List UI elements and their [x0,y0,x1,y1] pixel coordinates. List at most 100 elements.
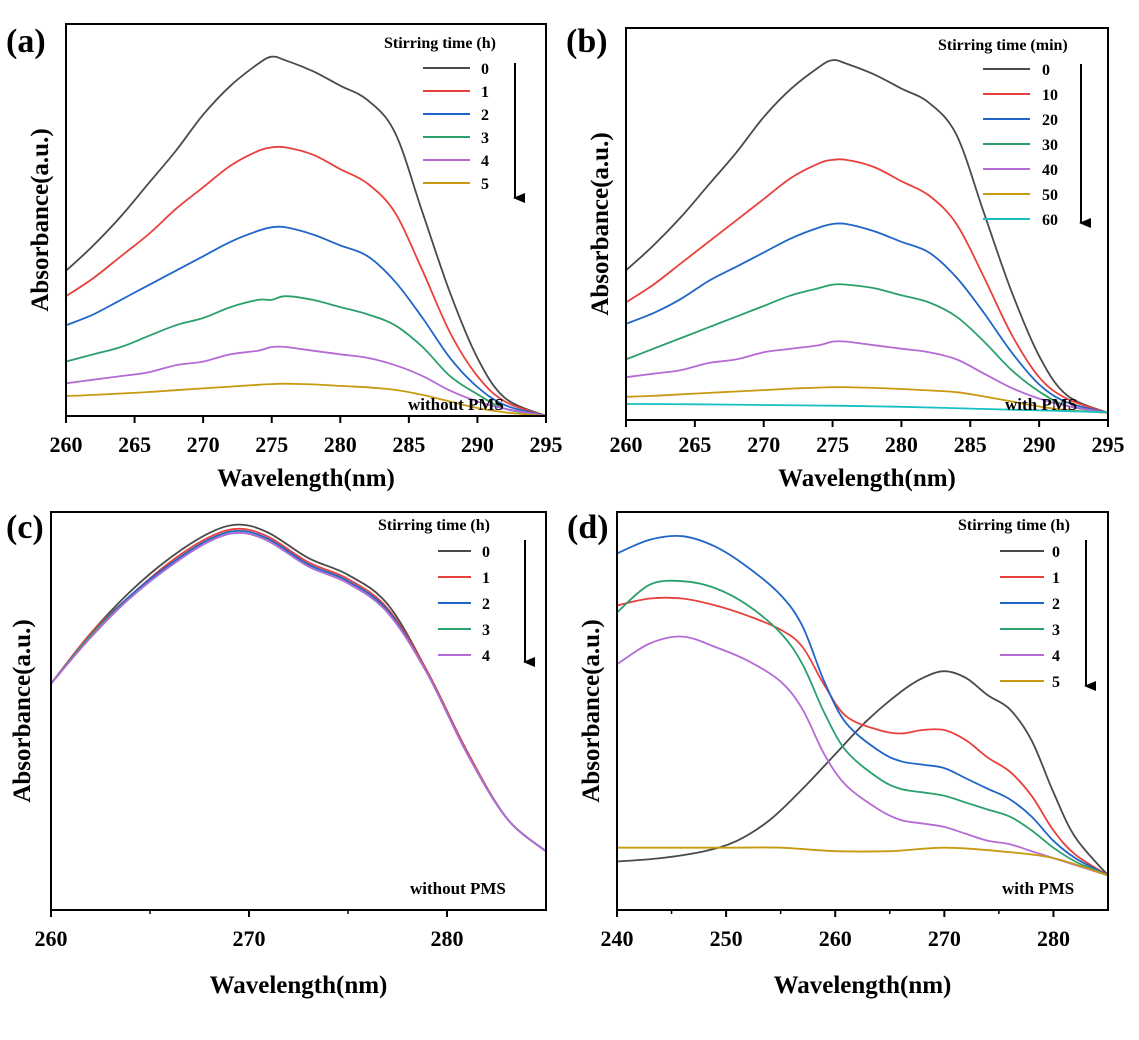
x-tick-label: 270 [187,432,220,457]
legend: Stirring time (min) 0 10 20 30 40 50 60 [938,37,1091,229]
legend-label-0: 0 [482,544,490,561]
series-line-0 [66,55,546,416]
legend-label-4: 4 [1052,648,1060,665]
x-tick-label: 280 [324,432,357,457]
x-tick-label: 250 [710,926,743,951]
series-line-0 [617,670,1108,876]
legend-label-3: 3 [1052,622,1060,639]
legend-label-3: 3 [482,622,490,639]
legend-label-30: 30 [1042,137,1058,154]
legend-label-10: 10 [1042,87,1058,104]
series-line-2 [617,534,1108,877]
legend-label-60: 60 [1042,212,1058,229]
legend-title: Stirring time (h) [378,517,490,534]
x-axis-title: Wavelength(nm) [210,972,388,999]
series-group [66,55,546,416]
x-tick-label: 290 [461,432,494,457]
legend-label-4: 4 [481,153,489,170]
legend: Stirring time (h) 0 1 2 3 4 5 [958,517,1096,691]
plot-frame [65,23,547,417]
series-line-50 [626,386,1108,414]
legend-label-1: 1 [482,570,490,587]
x-tick-label: 260 [50,432,83,457]
series-line-60 [626,403,1108,414]
legend-label-5: 5 [481,176,489,193]
x-tick-label: 270 [233,926,266,951]
legend-title: Stirring time (h) [384,35,496,52]
series-line-3 [66,295,546,416]
y-axis-title: Absorbance(a.u.) [27,128,54,311]
series-line-4 [617,635,1108,877]
series-line-2 [66,225,546,416]
condition-annotation: with PMS [1002,879,1074,898]
x-axis-title: Wavelength(nm) [778,465,956,492]
x-tick-label: 280 [885,432,918,457]
series-line-0 [626,59,1108,414]
legend: Stirring time (h) 0 1 2 3 4 [378,517,535,667]
legend-label-5: 5 [1052,674,1060,691]
series-line-30 [626,283,1108,414]
y-axis-title: Absorbance(a.u.) [578,619,605,802]
legend-label-2: 2 [1052,596,1060,613]
series-line-1 [617,596,1108,877]
x-axis-title: Wavelength(nm) [774,972,952,999]
x-tick-label: 265 [118,432,151,457]
legend-label-4: 4 [482,648,490,665]
legend-label-0: 0 [1052,544,1060,561]
series-line-4 [51,532,546,852]
condition-annotation: without PMS [408,395,504,414]
chart-panel-d: 240 250 260 270 280Wavelength(nm)Absorbance(… [567,509,1109,999]
x-tick-label: 280 [1037,926,1070,951]
plot-frame [50,511,547,911]
panel-label: (c) [6,509,44,546]
x-tick-label: 280 [431,926,464,951]
chart-panel-b: 260 265 270 275 280 285 290 295 Wavelength(nm) Ab… [566,23,1125,492]
legend-title: Stirring time (min) [938,37,1068,54]
legend-label-20: 20 [1042,112,1058,129]
legend-label-1: 1 [1052,570,1060,587]
legend-label-2: 2 [482,596,490,613]
panel-label: (b) [566,23,608,60]
x-tick-label: 285 [392,432,425,457]
y-axis-title: Absorbance(a.u.) [9,619,36,802]
legend-label-3: 3 [481,130,489,147]
y-axis-title: Absorbance(a.u.) [587,132,614,315]
legend-label-40: 40 [1042,162,1058,179]
condition-annotation: with PMS [1005,395,1077,414]
chart-panel-a: 260 265 270 275 280 285 290 295 Wavelength(nm) Ab… [6,23,563,492]
x-tick-label: 240 [601,926,634,951]
legend-label-1: 1 [481,84,489,101]
panel-label: (a) [6,23,46,60]
x-tick-label: 270 [928,926,961,951]
x-tick-label: 275 [255,432,288,457]
series-group [51,523,546,852]
x-tick-label: 260 [819,926,852,951]
x-tick-label: 260 [610,432,643,457]
x-tick-label: 295 [530,432,563,457]
plot-frame [616,511,1109,911]
x-tick-label: 265 [678,432,711,457]
condition-annotation: without PMS [410,879,506,898]
x-tick-label: 285 [954,432,987,457]
x-tick-label: 260 [35,926,68,951]
series-line-4 [66,345,546,416]
series-group [626,59,1108,414]
x-tick-label: 295 [1092,432,1125,457]
legend-label-0: 0 [481,61,489,78]
legend-label-0: 0 [1042,62,1050,79]
panel-label: (d) [567,509,609,546]
series-line-10 [626,158,1108,414]
legend: Stirring time (h) 0 1 2 3 4 5 [384,35,525,203]
series-line-20 [626,222,1108,414]
series-line-5 [617,846,1108,877]
series-line-40 [626,340,1108,414]
x-tick-label: 270 [747,432,780,457]
series-line-3 [617,579,1108,877]
series-line-1 [66,145,546,416]
series-group [617,534,1108,877]
series-line-5 [66,382,546,416]
x-tick-label: 290 [1023,432,1056,457]
legend-label-50: 50 [1042,187,1058,204]
